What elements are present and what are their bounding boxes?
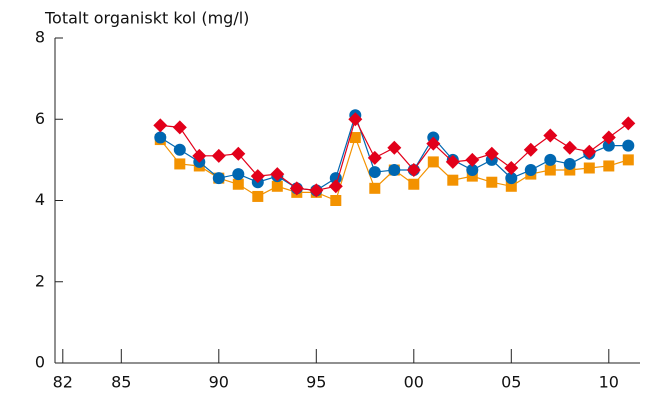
point [603,160,615,172]
x-tick-label: 10 [599,373,619,392]
point [622,154,634,166]
point [562,140,577,155]
point [564,164,576,176]
point [173,143,186,156]
point [505,180,517,192]
point [583,162,595,174]
point [465,152,480,167]
point [348,112,363,127]
point [270,167,285,182]
point [231,146,246,161]
point [543,128,558,143]
point [330,195,342,206]
point [426,136,441,151]
y-tick-label: 8 [35,28,45,47]
x-tick-label: 00 [404,373,424,392]
point [466,164,479,177]
point [289,181,304,196]
point [232,178,244,190]
point [369,182,381,194]
point [252,190,264,202]
point [309,183,324,198]
point [172,120,187,135]
point [486,176,498,188]
point [544,153,557,166]
point [601,130,616,145]
point [328,179,343,194]
point [445,154,460,169]
point [505,172,518,185]
y-tick-label: 4 [35,190,45,209]
point [154,131,167,144]
point [232,168,245,181]
point [368,166,381,179]
point [406,163,421,178]
point [484,146,499,161]
point [544,164,556,176]
point [408,178,420,190]
point [174,158,186,170]
point [212,172,225,185]
point [563,157,576,170]
point [523,142,538,157]
series-line [160,117,629,191]
x-tick-label: 82 [53,373,73,392]
x-tick-label: 85 [111,373,131,392]
chart-title: Totalt organiskt kol (mg/l) [44,9,249,28]
point [250,169,265,184]
y-tick-label: 6 [35,109,45,128]
x-tick-label: 95 [306,373,326,392]
y-tick-label: 2 [35,271,45,290]
x-tick-label: 90 [209,373,229,392]
y-tick-label: 0 [35,353,45,372]
point [367,150,382,165]
point [349,132,361,144]
point [524,164,537,177]
point [466,170,478,182]
point [192,148,207,163]
point [427,156,439,168]
point [447,174,459,186]
x-tick-label: 05 [501,373,521,392]
point [504,161,519,175]
point [621,116,636,131]
point [622,139,635,152]
point [602,139,615,152]
point [153,118,168,133]
point [271,180,283,192]
point [387,140,402,155]
point [582,144,597,159]
point [388,164,401,177]
point [211,148,226,163]
